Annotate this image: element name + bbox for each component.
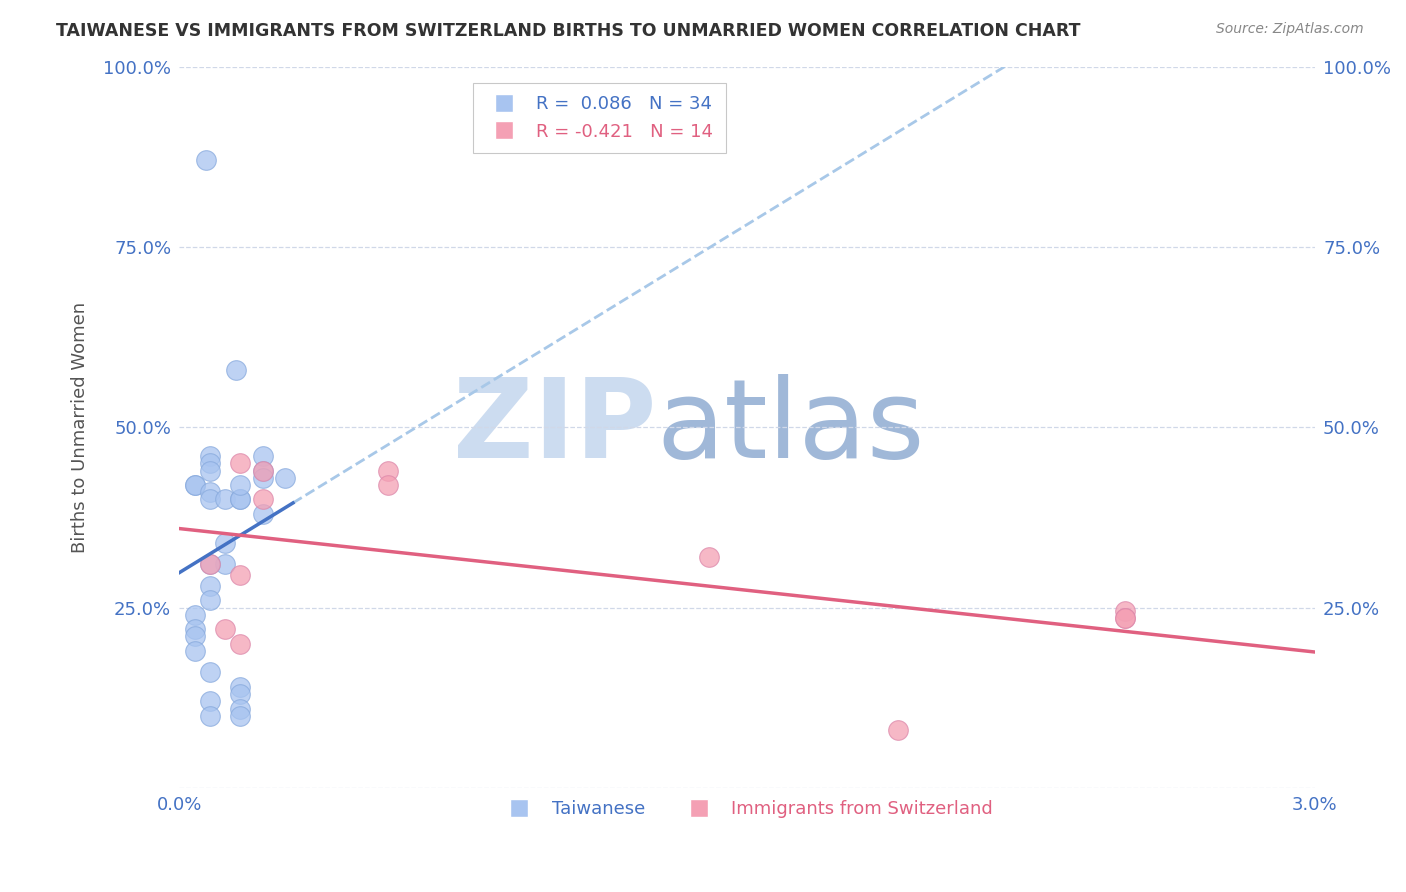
Point	[198, 485, 221, 500]
Point	[229, 492, 252, 507]
Point	[198, 694, 221, 708]
Point	[229, 687, 252, 701]
Point	[229, 456, 252, 470]
Point	[229, 478, 252, 492]
Point	[274, 471, 297, 485]
Point	[183, 644, 205, 658]
Point	[225, 362, 247, 376]
Point	[697, 550, 720, 565]
Point	[198, 708, 221, 723]
Legend: Taiwanese, Immigrants from Switzerland: Taiwanese, Immigrants from Switzerland	[494, 793, 1001, 826]
Point	[198, 593, 221, 607]
Point	[214, 622, 236, 636]
Point	[1114, 604, 1136, 618]
Point	[377, 463, 399, 477]
Point	[198, 449, 221, 463]
Point	[198, 665, 221, 680]
Y-axis label: Births to Unmarried Women: Births to Unmarried Women	[72, 301, 89, 553]
Point	[1114, 611, 1136, 625]
Text: atlas: atlas	[657, 374, 925, 481]
Point	[229, 568, 252, 582]
Point	[214, 492, 236, 507]
Point	[183, 629, 205, 643]
Text: TAIWANESE VS IMMIGRANTS FROM SWITZERLAND BIRTHS TO UNMARRIED WOMEN CORRELATION C: TAIWANESE VS IMMIGRANTS FROM SWITZERLAND…	[56, 22, 1081, 40]
Point	[229, 708, 252, 723]
Point	[252, 471, 274, 485]
Point	[198, 579, 221, 593]
Point	[377, 478, 399, 492]
Text: ZIP: ZIP	[453, 374, 657, 481]
Point	[183, 607, 205, 622]
Point	[229, 701, 252, 715]
Point	[198, 456, 221, 470]
Point	[252, 449, 274, 463]
Point	[198, 558, 221, 572]
Point	[229, 492, 252, 507]
Point	[183, 622, 205, 636]
Point	[214, 535, 236, 549]
Point	[183, 478, 205, 492]
Point	[214, 558, 236, 572]
Point	[229, 680, 252, 694]
Point	[252, 463, 274, 477]
Text: Source: ZipAtlas.com: Source: ZipAtlas.com	[1216, 22, 1364, 37]
Point	[1114, 611, 1136, 625]
Point	[252, 463, 274, 477]
Point	[252, 492, 274, 507]
Point	[229, 637, 252, 651]
Point	[194, 153, 217, 168]
Point	[198, 463, 221, 477]
Point	[887, 723, 910, 738]
Point	[198, 558, 221, 572]
Point	[252, 507, 274, 521]
Point	[183, 478, 205, 492]
Point	[198, 492, 221, 507]
